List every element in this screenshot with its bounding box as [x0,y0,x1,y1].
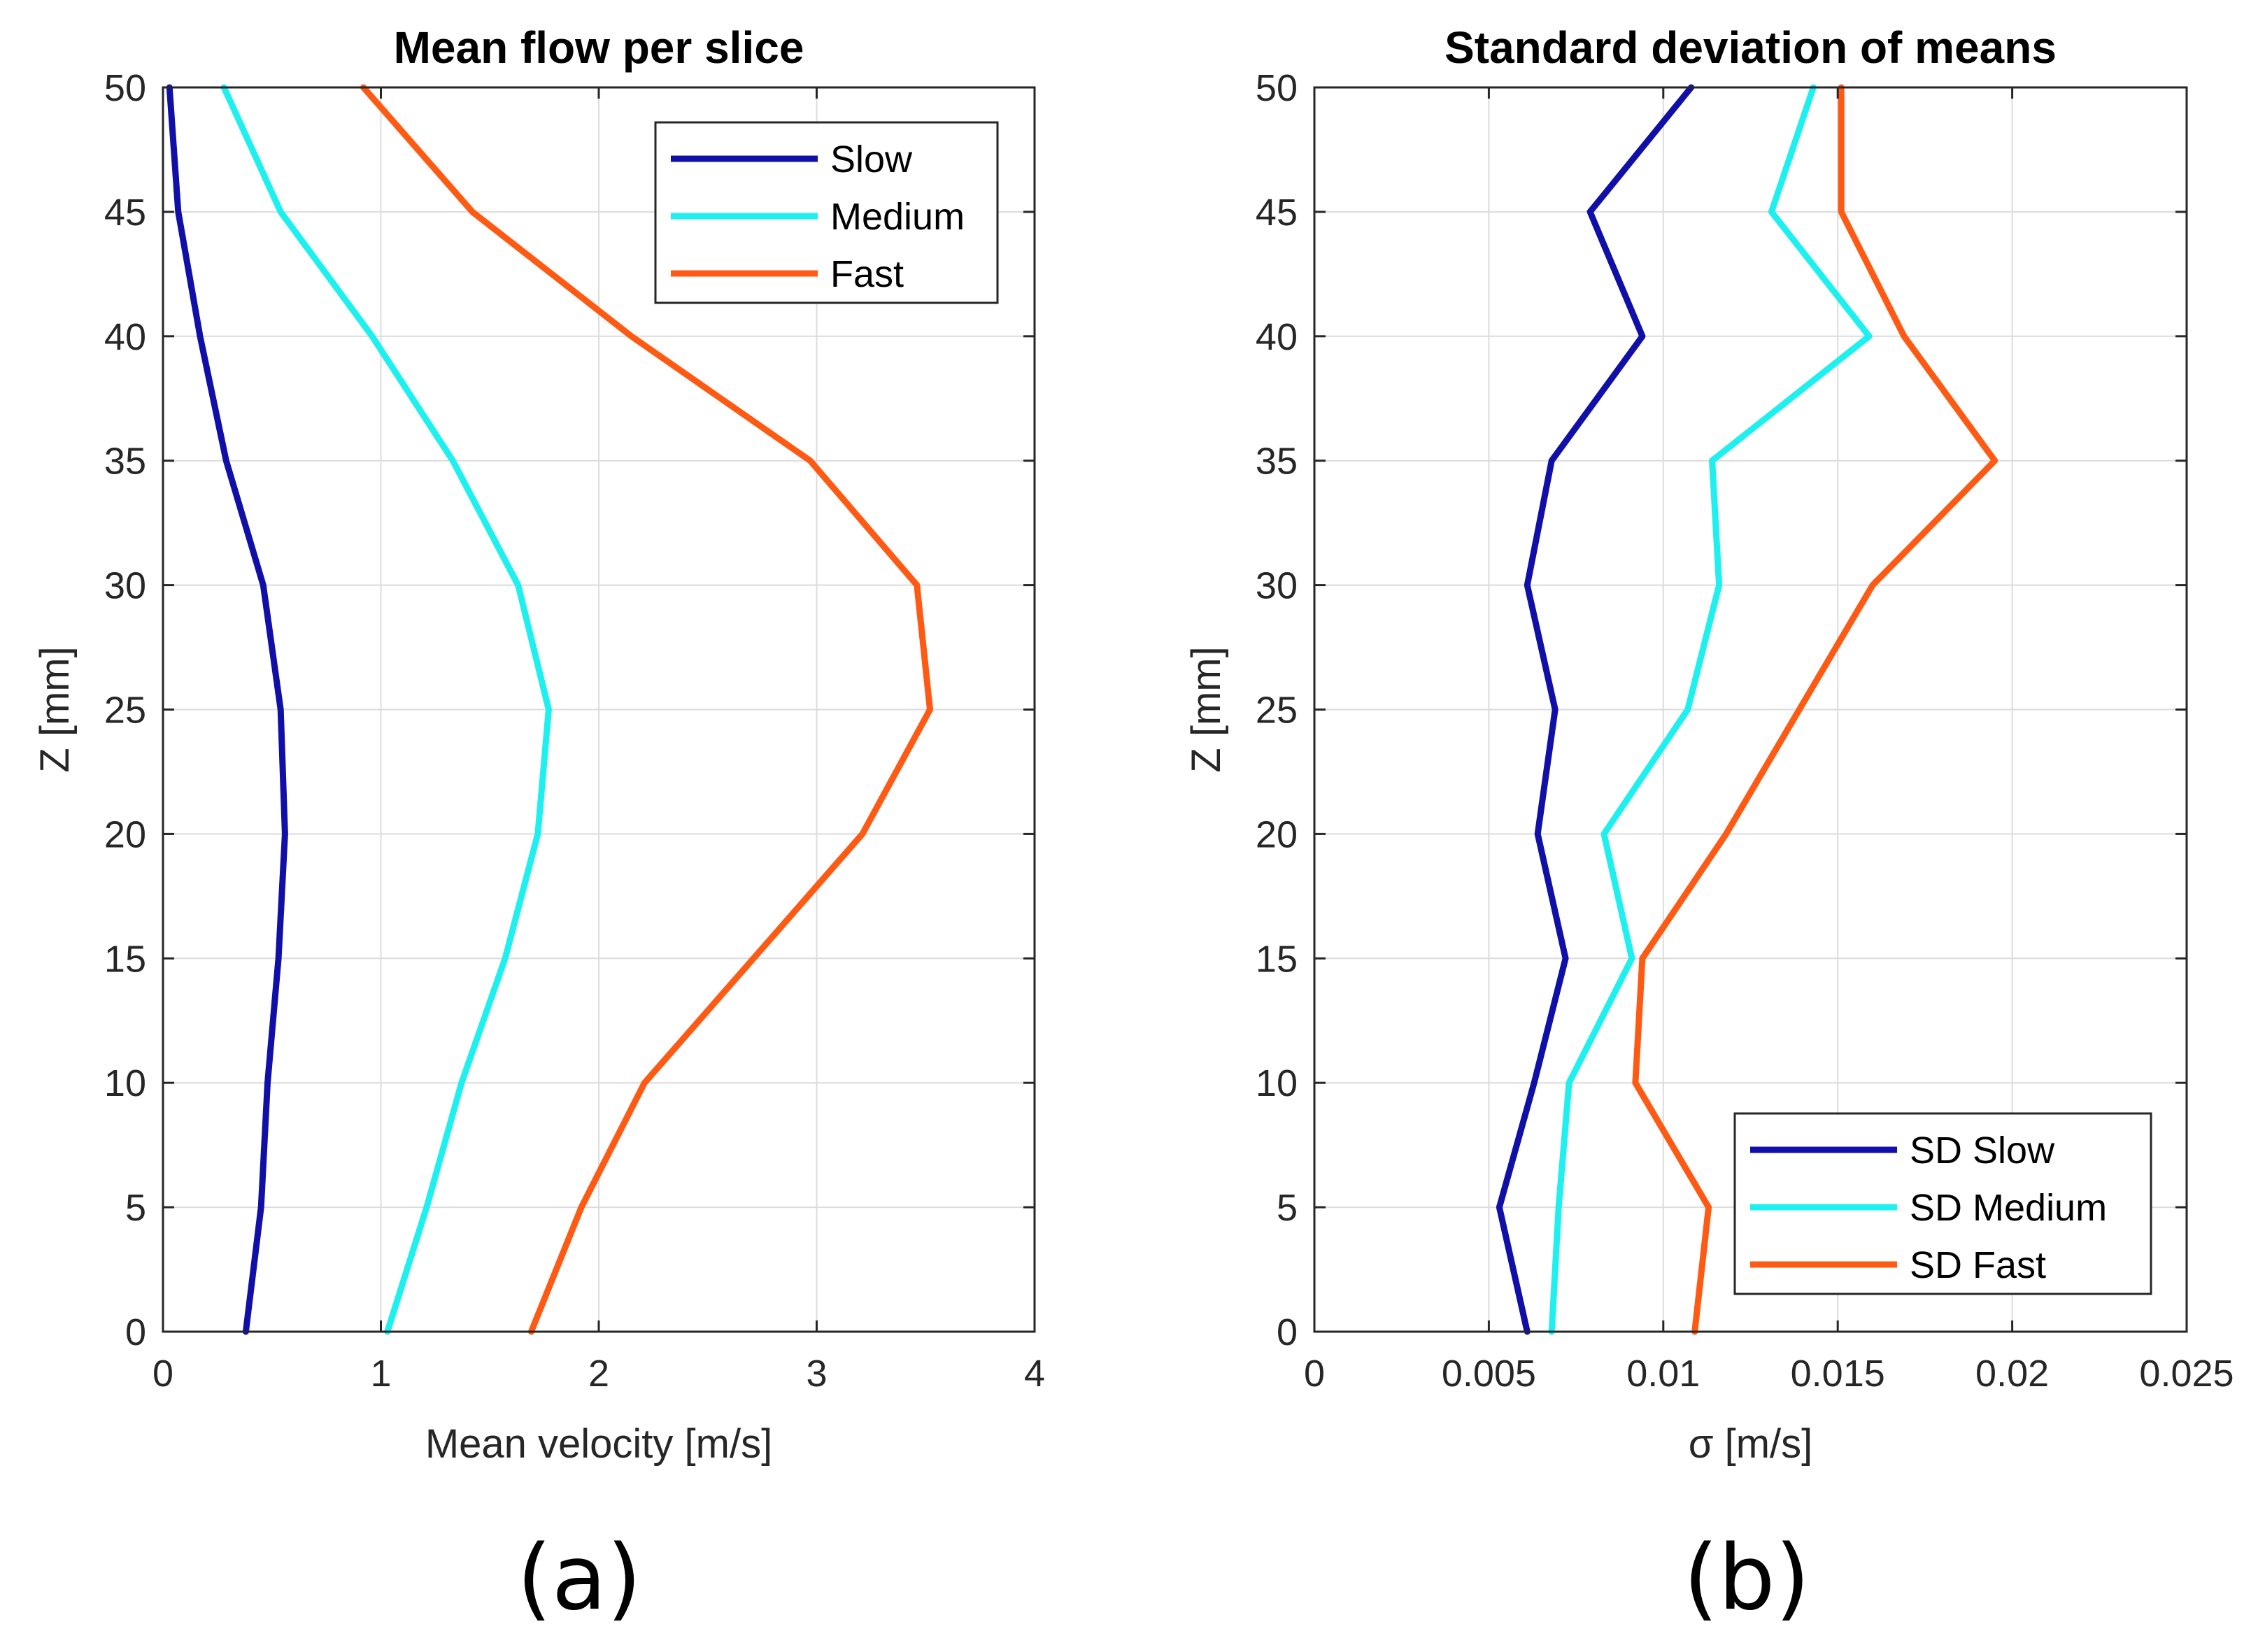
chart-b-y-tick-label: 45 [1256,192,1298,234]
chart-b-legend-label-sd-fast: SD Fast [1910,1244,2046,1286]
chart-a-y-tick-label: 15 [104,938,146,980]
chart-b-series-sd-slow-line [1496,84,1695,1335]
chart-a-x-tick-label: 4 [1024,1353,1045,1395]
chart-b-y-tick-label: 35 [1256,441,1298,483]
chart-b-x-tick-label: 0 [1304,1353,1325,1395]
chart-a-y-tick-label: 25 [104,690,146,732]
chart-b-legend-label-sd-medium: SD Medium [1910,1187,2107,1229]
chart-b-y-axis-label: Z [mm] [1184,646,1229,772]
chart-a-y-tick-label: 40 [104,316,146,358]
chart-b-y-tick-label: 10 [1256,1062,1298,1104]
chart-b-x-tick-label: 0.02 [1975,1353,2049,1395]
chart-b-series-sd-fast-line [1632,84,1998,1335]
chart-a-x-tick-label: 2 [588,1353,609,1395]
chart-a-legend-label-medium: Medium [830,196,965,238]
chart-a-y-tick-label: 30 [104,565,146,607]
chart-b-x-tick-label: 0.005 [1442,1353,1536,1395]
chart-a-y-tick-label: 50 [104,67,146,109]
chart-b-y-tick-label: 20 [1256,813,1298,855]
chart-a-title: Mean flow per slice [394,22,804,73]
chart-b-y-tick-label: 40 [1256,316,1298,358]
chart-a-y-tick-label: 5 [125,1187,146,1229]
chart-a-x-tick-label: 3 [806,1353,827,1395]
chart-b-y-tick-label: 25 [1256,690,1298,732]
chart-a-series-fast-line [360,84,933,1335]
chart-a-y-tick-label: 45 [104,192,146,234]
chart-a-y-tick-label: 0 [125,1311,146,1353]
chart-a-y-tick-label: 35 [104,441,146,483]
chart-b-y-tick-label: 30 [1256,565,1298,607]
chart-b-x-axis-label: σ [m/s] [1689,1421,1813,1467]
chart-panel-b: 0 0.005 0.01 0.015 0.02 0.025 0 5 10 15 20 25 30 35 40… [1184,22,2234,1630]
chart-a-caption: (a) [517,1526,641,1630]
chart-a-series-slow-line [166,84,288,1335]
chart-a-x-tick-label: 1 [370,1353,391,1395]
chart-a-y-tick-label: 10 [104,1062,146,1104]
chart-b-caption: (b) [1683,1526,1810,1630]
chart-b-series-sd-medium-line [1548,84,1873,1335]
chart-a-y-tick-label: 20 [104,813,146,855]
chart-a-x-tick-label: 0 [152,1353,173,1395]
chart-b-x-tick-label: 0.01 [1626,1353,1700,1395]
chart-b-y-tick-label: 5 [1277,1187,1298,1229]
chart-b-legend-label-sd-slow: SD Slow [1910,1130,2055,1172]
chart-a-y-axis-label: Z [mm] [32,646,78,772]
chart-a-x-axis-label: Mean velocity [m/s] [425,1421,772,1467]
chart-b-y-tick-label: 0 [1277,1311,1298,1353]
chart-b-y-tick-label: 15 [1256,938,1298,980]
chart-a-legend-label-slow: Slow [830,138,913,180]
chart-b-x-tick-label: 0.015 [1791,1353,1885,1395]
chart-b-title: Standard deviation of means [1444,22,2057,73]
chart-a-series-medium-line [220,84,552,1335]
chart-b-y-tick-label: 50 [1256,67,1298,109]
chart-a-legend-label-fast: Fast [830,253,904,295]
chart-b-x-tick-label: 0.025 [2139,1353,2234,1395]
